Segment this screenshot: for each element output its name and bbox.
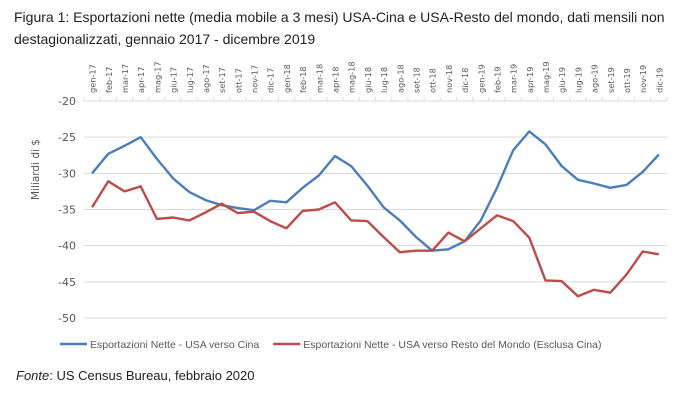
x-tick-label: nov-17 bbox=[250, 65, 260, 93]
x-tick-label: feb-17 bbox=[104, 67, 114, 94]
x-tick-label: ago-19 bbox=[590, 64, 600, 93]
x-tick-label: feb-18 bbox=[298, 67, 308, 94]
x-tick-label: lug-19 bbox=[573, 67, 583, 93]
y-tick-label: -50 bbox=[58, 312, 76, 325]
source-label: Fonte bbox=[16, 368, 50, 383]
y-tick-label: -40 bbox=[58, 240, 76, 253]
series-line-1 bbox=[91, 130, 660, 252]
x-tick-label: feb-19 bbox=[492, 67, 502, 94]
x-tick-label: giu-17 bbox=[169, 67, 179, 93]
y-tick-label: -25 bbox=[58, 131, 76, 144]
y-tick-label: -35 bbox=[58, 204, 76, 217]
x-tick-label: mar-17 bbox=[120, 64, 130, 93]
x-tick-label: mar-19 bbox=[509, 64, 519, 93]
x-tick-label: ott-19 bbox=[622, 68, 632, 93]
y-tick-label: -30 bbox=[58, 167, 76, 180]
source-text: : US Census Bureau, febbraio 2020 bbox=[49, 368, 255, 383]
x-tick-label: apr-18 bbox=[331, 67, 341, 93]
x-tick-label: set-18 bbox=[411, 67, 421, 93]
x-tick-label: gen-19 bbox=[476, 64, 486, 93]
x-tick-label: apr-19 bbox=[525, 67, 535, 93]
chart-title: Figura 1: Esportazioni nette (media mobi… bbox=[14, 9, 665, 47]
x-tick-label: dic-17 bbox=[266, 68, 276, 93]
x-tick-label: ott-17 bbox=[233, 68, 243, 93]
legend-label: Esportazioni Nette - USA verso Cina bbox=[90, 339, 259, 351]
legend-label: Esportazioni Nette - USA verso Resto del… bbox=[303, 339, 601, 351]
x-tick-label: lug-17 bbox=[185, 67, 195, 93]
x-tick-label: ago-18 bbox=[395, 64, 405, 93]
series-line-2 bbox=[91, 180, 660, 298]
x-tick-label: gen-17 bbox=[88, 64, 98, 93]
x-tick-label: mar-18 bbox=[314, 64, 324, 93]
x-tick-label: giu-19 bbox=[557, 67, 567, 93]
x-tick-label: gen-18 bbox=[282, 64, 292, 93]
x-tick-label: dic-18 bbox=[460, 68, 470, 93]
y-axis-title: Miliardi di $ bbox=[30, 139, 42, 200]
source-note: Fonte: US Census Bureau, febbraio 2020 bbox=[16, 368, 255, 383]
x-tick-label: ago-17 bbox=[201, 64, 211, 93]
y-tick-label: -20 bbox=[58, 95, 76, 108]
x-tick-label: lug-18 bbox=[379, 67, 389, 93]
y-tick-label: -45 bbox=[58, 276, 76, 289]
x-tick-label: nov-18 bbox=[444, 65, 454, 93]
x-tick-label: set-17 bbox=[217, 67, 227, 93]
x-tick-label: apr-17 bbox=[136, 67, 146, 93]
x-tick-label: dic-19 bbox=[654, 68, 664, 93]
x-tick-label: mag-19 bbox=[541, 61, 551, 93]
x-tick-label: mag-17 bbox=[152, 61, 162, 93]
x-tick-label: set-19 bbox=[606, 67, 616, 93]
x-tick-label: nov-19 bbox=[638, 65, 648, 93]
x-tick-label: mag-18 bbox=[347, 61, 357, 93]
x-tick-label: giu-18 bbox=[363, 67, 373, 93]
x-tick-label: ott-18 bbox=[428, 68, 438, 93]
